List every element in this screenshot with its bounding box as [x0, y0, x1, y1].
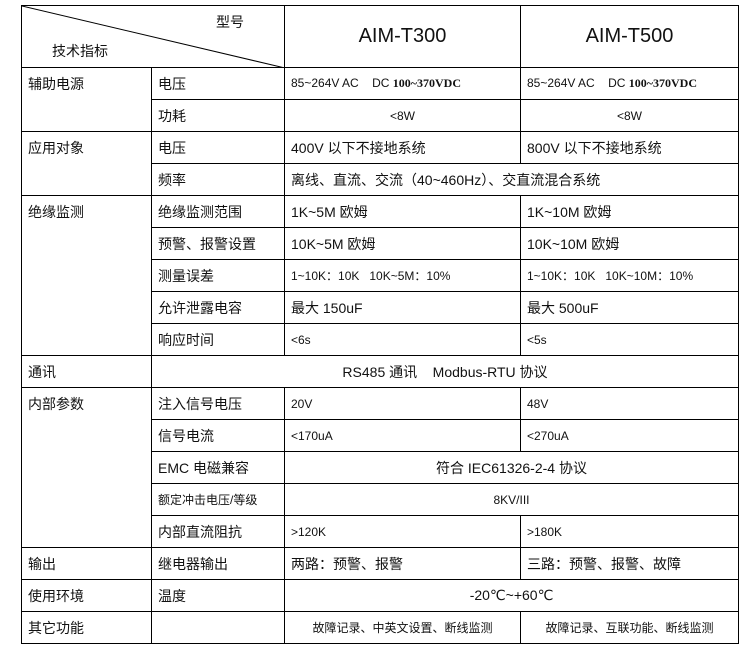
spec-label: 技术指标 [52, 43, 108, 59]
table-row: 内部直流阻抗 >120K >180K [22, 515, 739, 548]
table-row: 频率 离线、直流、交流（40~460Hz）、交直流混合系统 [22, 163, 739, 196]
cell-value: 85~264V AC DC 100~370VDC [284, 67, 521, 100]
cell-value: 1~10K：10K 10K~10M：10% [520, 259, 739, 292]
cell-value: <8W [520, 99, 739, 132]
diagonal-line [22, 6, 281, 67]
table-row: 使用环境 温度 -20℃~+60℃ [21, 579, 739, 612]
table-row: 允许泄露电容 最大 150uF 最大 500uF [22, 291, 739, 324]
header-row: 型号 技术指标 AIM-T300 AIM-T500 [21, 5, 739, 68]
param-label-empty [151, 611, 285, 644]
cell-value: 85~264V AC DC 100~370VDC [520, 67, 739, 100]
param-label: 内部直流阻抗 [151, 515, 285, 548]
cell-value: <8W [284, 99, 521, 132]
param-label: 信号电流 [151, 419, 285, 452]
table-row: 辅助电源 电压 85~264V AC DC 100~370VDC 85~264V… [21, 67, 739, 132]
model-label: 型号 [216, 14, 244, 30]
param-label: 继电器输出 [151, 547, 285, 580]
diagonal-header-cell: 型号 技术指标 [21, 5, 285, 68]
table-row: 响应时间 <6s <5s [22, 323, 739, 356]
cell-value: 符合 IEC61326-2-4 协议 [284, 451, 739, 484]
cell-value: 故障记录、中英文设置、断线监测 [284, 611, 521, 644]
cell-value: 故障记录、互联功能、断线监测 [520, 611, 739, 644]
group-label: 其它功能 [21, 611, 152, 644]
table-row: EMC 电磁兼容 符合 IEC61326-2-4 协议 [22, 451, 739, 484]
cell-value: 400V 以下不接地系统 [284, 131, 521, 164]
cell-value: -20℃~+60℃ [284, 579, 739, 612]
group-label: 应用对象 [21, 131, 152, 196]
param-label: 注入信号电压 [151, 387, 285, 420]
param-label: 响应时间 [151, 323, 285, 356]
cell-value: <5s [520, 323, 739, 356]
param-label: 频率 [151, 163, 285, 196]
group-label: 辅助电源 [21, 67, 152, 132]
table-row: 输出 继电器输出 两路：预警、报警 三路：预警、报警、故障 [21, 547, 739, 580]
table-row: 应用对象 电压 400V 以下不接地系统 800V 以下不接地系统 [21, 131, 739, 196]
group-label: 使用环境 [21, 579, 152, 612]
cell-value: 最大 500uF [520, 291, 739, 324]
param-label: 允许泄露电容 [151, 291, 285, 324]
cell-value: <270uA [520, 419, 739, 452]
table-row: 测量误差 1~10K：10K 10K~5M：10% 1~10K：10K 10K~… [22, 259, 739, 292]
cell-value: >120K [284, 515, 521, 548]
cell-value: 20V [284, 387, 521, 420]
cell-value: 1~10K：10K 10K~5M：10% [284, 259, 521, 292]
cell-value: 8KV/III [284, 483, 739, 516]
cell-value: 三路：预警、报警、故障 [520, 547, 739, 580]
cell-value: <6s [284, 323, 521, 356]
table-row: 通讯 RS485 通讯 Modbus-RTU 协议 [21, 355, 739, 388]
cell-value: <170uA [284, 419, 521, 452]
param-label: 额定冲击电压/等级 [151, 483, 285, 516]
spec-table: 型号 技术指标 AIM-T300 AIM-T500 辅助电源 电压 85~264… [21, 5, 739, 644]
group-label: 输出 [21, 547, 152, 580]
model-t300: AIM-T300 [284, 5, 521, 68]
table-row: 绝缘监测 绝缘监测范围 1K~5M 欧姆 1K~10M 欧姆 [21, 195, 739, 356]
cell-value: 48V [520, 387, 739, 420]
cell-value: 最大 150uF [284, 291, 521, 324]
model-t500: AIM-T500 [520, 5, 739, 68]
table-row: 额定冲击电压/等级 8KV/III [22, 483, 739, 516]
cell-value: 10K~5M 欧姆 [284, 227, 521, 260]
cell-value: 10K~10M 欧姆 [520, 227, 739, 260]
param-label: 温度 [151, 579, 285, 612]
group-label: 绝缘监测 [21, 195, 152, 356]
cell-value: 离线、直流、交流（40~460Hz）、交直流混合系统 [284, 163, 739, 196]
cell-value: RS485 通讯 Modbus-RTU 协议 [151, 355, 739, 388]
cell-value: 800V 以下不接地系统 [520, 131, 739, 164]
table-row: 内部参数 注入信号电压 20V 48V [21, 387, 739, 548]
param-label: 功耗 [151, 99, 285, 132]
param-label: 电压 [151, 131, 285, 164]
param-label: 预警、报警设置 [151, 227, 285, 260]
group-label: 内部参数 [21, 387, 152, 548]
param-label: 绝缘监测范围 [151, 195, 285, 228]
cell-value: 两路：预警、报警 [284, 547, 521, 580]
group-label: 通讯 [21, 355, 152, 388]
cell-value: >180K [520, 515, 739, 548]
param-label: EMC 电磁兼容 [151, 451, 285, 484]
cell-value: 1K~5M 欧姆 [284, 195, 521, 228]
cell-value: 1K~10M 欧姆 [520, 195, 739, 228]
param-label: 电压 [151, 67, 285, 100]
table-row: 其它功能 故障记录、中英文设置、断线监测 故障记录、互联功能、断线监测 [21, 611, 739, 644]
param-label: 测量误差 [151, 259, 285, 292]
